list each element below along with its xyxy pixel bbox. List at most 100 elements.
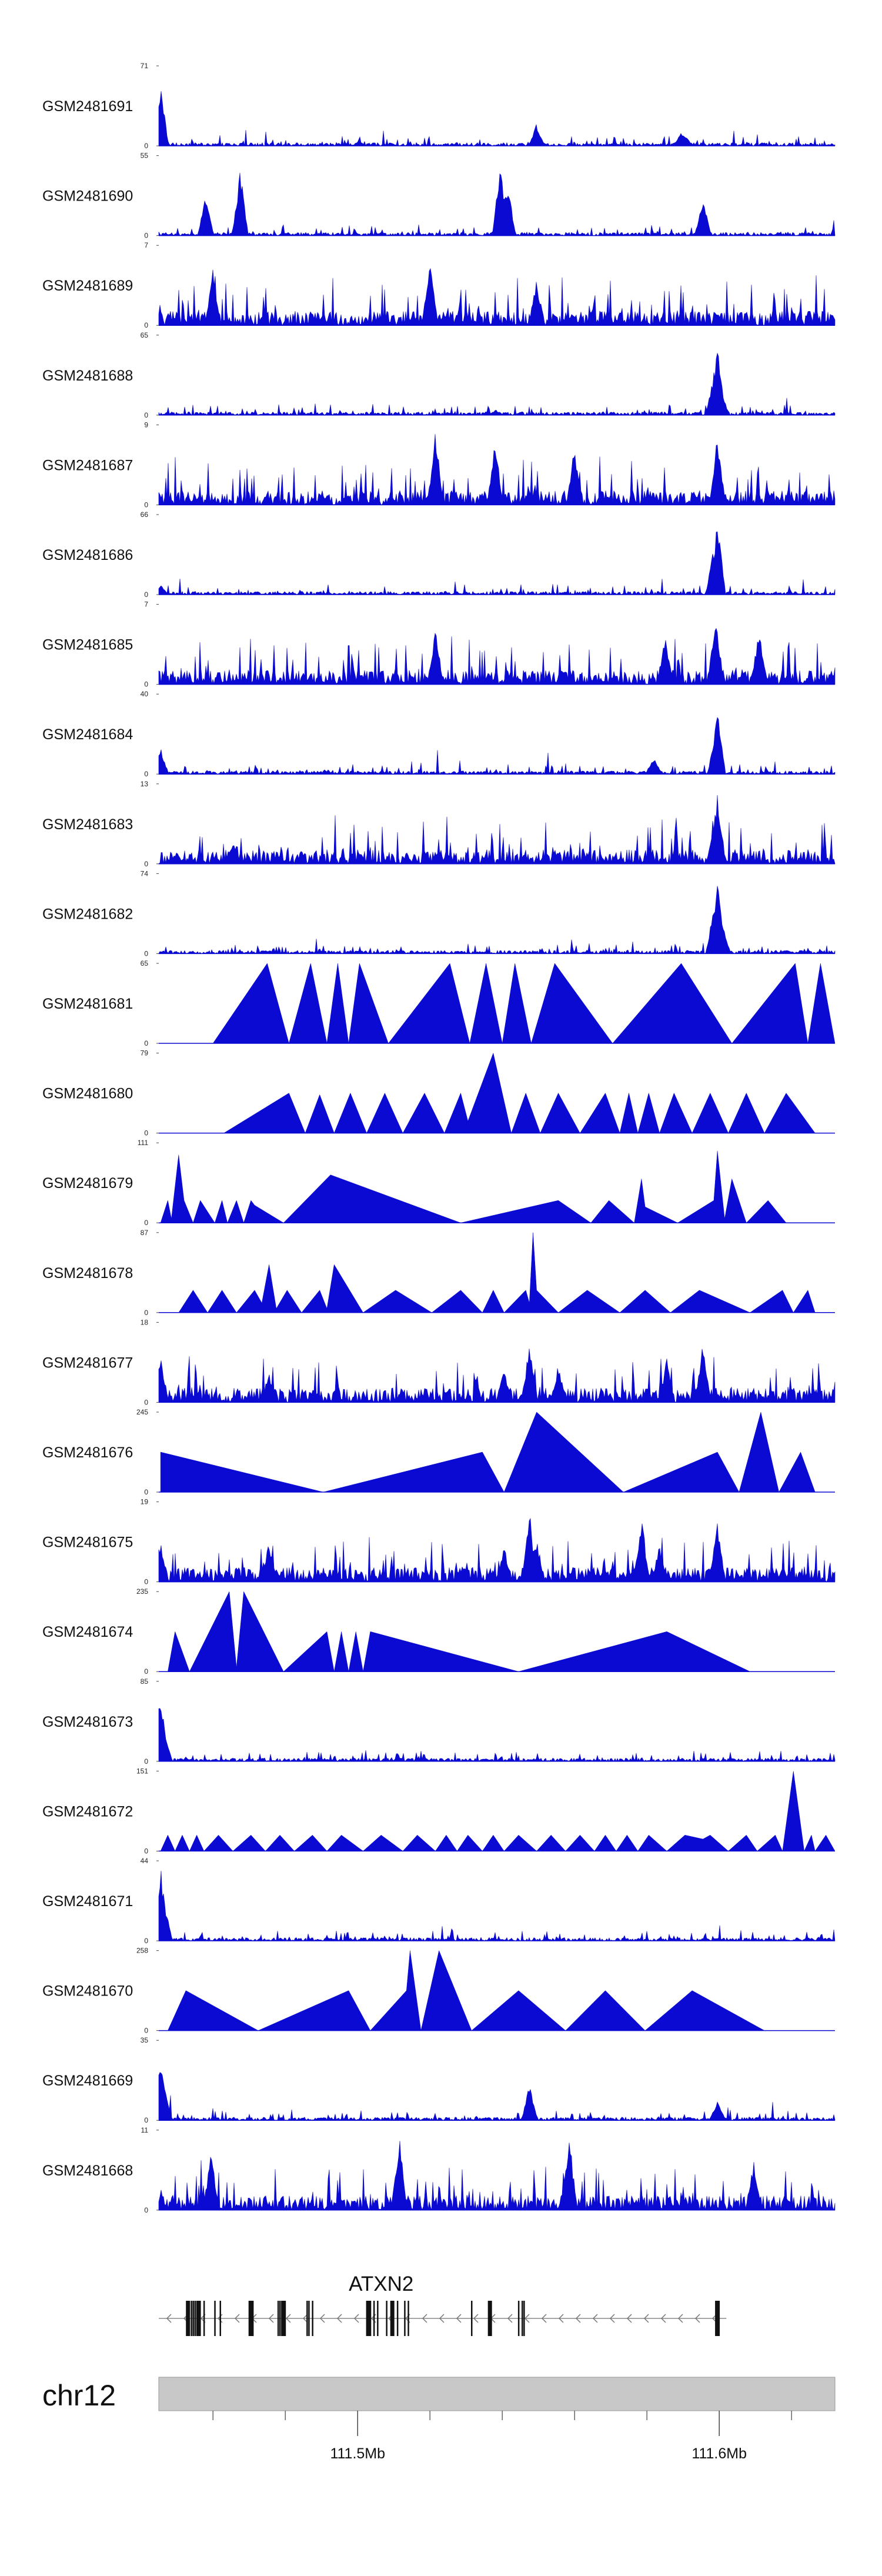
exon bbox=[487, 2301, 492, 2336]
y-min-label: 0 bbox=[144, 1488, 148, 1496]
track-GSM2481682: GSM2481682 74 0 bbox=[42, 869, 836, 957]
y-max-label: 7 bbox=[144, 600, 148, 609]
strand-arrow bbox=[541, 2314, 547, 2323]
strand-arrow bbox=[643, 2314, 649, 2323]
y-max-label: 258 bbox=[136, 1947, 148, 1955]
strand-arrow bbox=[285, 2314, 291, 2323]
exon bbox=[252, 2301, 254, 2336]
exon bbox=[186, 2301, 191, 2336]
track-GSM2481674: GSM2481674 235 0 bbox=[42, 1587, 835, 1676]
y-min-label: 0 bbox=[144, 1039, 148, 1047]
y-min-label: 0 bbox=[144, 1219, 148, 1227]
y-min-label: 0 bbox=[144, 590, 148, 599]
y-max-label: 13 bbox=[141, 780, 149, 788]
strand-arrow bbox=[268, 2314, 274, 2323]
track-GSM2481683: GSM2481683 13 0 bbox=[42, 780, 836, 868]
y-min-label: 0 bbox=[144, 232, 148, 240]
gene-label: ATXN2 bbox=[349, 2273, 413, 2295]
exon bbox=[312, 2301, 313, 2336]
gene-exons bbox=[186, 2301, 720, 2336]
y-min-label: 0 bbox=[144, 1937, 148, 1945]
track-GSM2481686: GSM2481686 66 0 bbox=[42, 510, 836, 599]
track-GSM2481671: GSM2481671 44 0 bbox=[42, 1857, 836, 1945]
y-max-label: 79 bbox=[141, 1049, 149, 1057]
track-label: GSM2481679 bbox=[42, 1175, 133, 1192]
y-min-label: 0 bbox=[144, 321, 148, 329]
exon bbox=[404, 2301, 406, 2336]
coverage-area bbox=[158, 268, 836, 326]
strand-arrow bbox=[575, 2314, 581, 2323]
y-min-label: 0 bbox=[144, 1757, 148, 1766]
exon bbox=[203, 2301, 205, 2336]
coverage-area bbox=[168, 1591, 750, 1672]
y-min-label: 0 bbox=[144, 142, 148, 150]
y-max-label: 35 bbox=[141, 2036, 149, 2044]
track-GSM2481691: GSM2481691 71 0 bbox=[42, 62, 836, 150]
track-GSM2481669: GSM2481669 35 0 bbox=[42, 2036, 836, 2124]
y-max-label: 65 bbox=[141, 959, 149, 967]
exon bbox=[194, 2301, 196, 2336]
exon bbox=[192, 2301, 194, 2336]
track-GSM2481681: GSM2481681 65 0 bbox=[42, 959, 836, 1047]
strand-arrow bbox=[234, 2314, 240, 2323]
track-GSM2481684: GSM2481684 40 0 bbox=[42, 690, 836, 778]
exon bbox=[517, 2301, 520, 2336]
y-max-label: 111 bbox=[138, 1139, 149, 1147]
coverage-area bbox=[178, 1232, 816, 1313]
coverage-area bbox=[212, 963, 836, 1044]
y-max-label: 151 bbox=[136, 1767, 148, 1775]
y-min-label: 0 bbox=[144, 2206, 148, 2214]
track-label: GSM2481687 bbox=[42, 457, 133, 473]
coverage-area bbox=[158, 91, 836, 146]
exon bbox=[373, 2301, 375, 2336]
y-min-label: 0 bbox=[144, 770, 148, 778]
track-GSM2481673: GSM2481673 85 0 bbox=[42, 1677, 836, 1766]
y-min-label: 0 bbox=[144, 1578, 148, 1586]
track-label: GSM2481681 bbox=[42, 996, 133, 1012]
y-max-label: 245 bbox=[136, 1408, 148, 1416]
coverage-area bbox=[158, 434, 836, 505]
track-label: GSM2481688 bbox=[42, 368, 133, 384]
y-max-label: 18 bbox=[141, 1318, 149, 1326]
exon bbox=[249, 2301, 253, 2336]
strand-arrow bbox=[524, 2314, 530, 2323]
track-label: GSM2481685 bbox=[42, 637, 133, 653]
track-GSM2481687: GSM2481687 9 0 bbox=[42, 421, 836, 509]
y-max-label: 7 bbox=[144, 241, 148, 249]
y-min-label: 0 bbox=[144, 860, 148, 868]
chromosome-ideogram bbox=[158, 2377, 836, 2411]
y-max-label: 44 bbox=[141, 1857, 149, 1865]
chromosome-label: chr12 bbox=[42, 2379, 116, 2412]
strand-arrow bbox=[507, 2314, 513, 2323]
y-max-label: 71 bbox=[141, 62, 149, 70]
coverage-area bbox=[160, 1412, 816, 1493]
coverage-area bbox=[158, 1870, 836, 1941]
y-min-label: 0 bbox=[144, 1847, 148, 1855]
coverage-area bbox=[223, 1052, 816, 1134]
track-GSM2481672: GSM2481672 151 0 bbox=[42, 1767, 836, 1855]
track-label: GSM2481670 bbox=[42, 1983, 133, 2000]
track-label: GSM2481673 bbox=[42, 1714, 133, 1730]
track-label: GSM2481683 bbox=[42, 816, 133, 833]
track-label: GSM2481684 bbox=[42, 726, 133, 743]
exon bbox=[523, 2301, 525, 2336]
track-GSM2481675: GSM2481675 19 0 bbox=[42, 1498, 836, 1586]
x-tick-label: 111.5Mb bbox=[330, 2445, 385, 2462]
exon bbox=[386, 2301, 387, 2336]
strand-arrow bbox=[166, 2314, 172, 2323]
strand-arrow bbox=[473, 2314, 479, 2323]
track-label: GSM2481675 bbox=[42, 1534, 133, 1551]
coverage-tracks: GSM2481691710GSM2481690550GSM248168970GS… bbox=[42, 62, 836, 2214]
coverage-area bbox=[158, 1349, 836, 1403]
exon bbox=[277, 2301, 279, 2336]
y-max-label: 9 bbox=[144, 421, 148, 429]
coverage-area bbox=[158, 795, 836, 865]
y-max-label: 40 bbox=[141, 690, 149, 698]
coverage-area bbox=[158, 1708, 836, 1762]
track-label: GSM2481690 bbox=[42, 188, 133, 205]
axis-ticks: 111.5Mb 111.6Mb bbox=[212, 2411, 792, 2462]
track-label: GSM2481668 bbox=[42, 2163, 133, 2179]
y-min-label: 0 bbox=[144, 500, 148, 509]
strand-arrow bbox=[694, 2314, 700, 2323]
exon bbox=[716, 2301, 720, 2336]
